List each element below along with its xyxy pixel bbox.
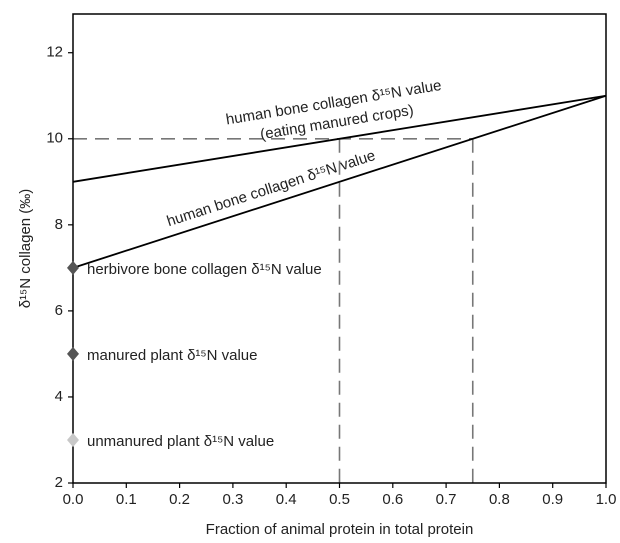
x-tick-label: 1.0 [596,491,617,508]
x-tick-label: 0.2 [169,491,190,508]
y-tick-label: 12 [46,44,63,61]
x-tick-label: 0.5 [329,491,350,508]
point-label: manured plant δ¹⁵N value [87,347,258,364]
data-line [72,94,607,183]
data-point [67,260,79,275]
point-label: unmanured plant δ¹⁵N value [87,433,274,450]
y-tick-label: 4 [55,388,63,405]
x-tick-label: 0.8 [489,491,510,508]
x-axis-label: Fraction of animal protein in total prot… [206,521,474,538]
x-tick-label: 0.9 [542,491,563,508]
x-tick-label: 0.3 [222,491,243,508]
x-tick-label: 0.4 [276,491,297,508]
x-tick-label: 0.6 [382,491,403,508]
y-axis-label: δ¹⁵N collagen (‰) [17,189,34,309]
data-point [67,346,79,361]
x-tick-label: 0.7 [436,491,457,508]
x-tick-label: 0.0 [63,491,84,508]
y-tick-label: 10 [46,130,63,147]
y-tick-label: 8 [55,216,63,233]
data-line [72,94,607,269]
x-tick-label: 0.1 [116,491,137,508]
point-label: herbivore bone collagen δ¹⁵N value [87,261,322,278]
data-point [67,432,79,447]
line-annotation: human bone collagen δ¹⁵N value [165,147,378,230]
y-tick-label: 2 [55,474,63,491]
y-tick-label: 6 [55,302,63,319]
